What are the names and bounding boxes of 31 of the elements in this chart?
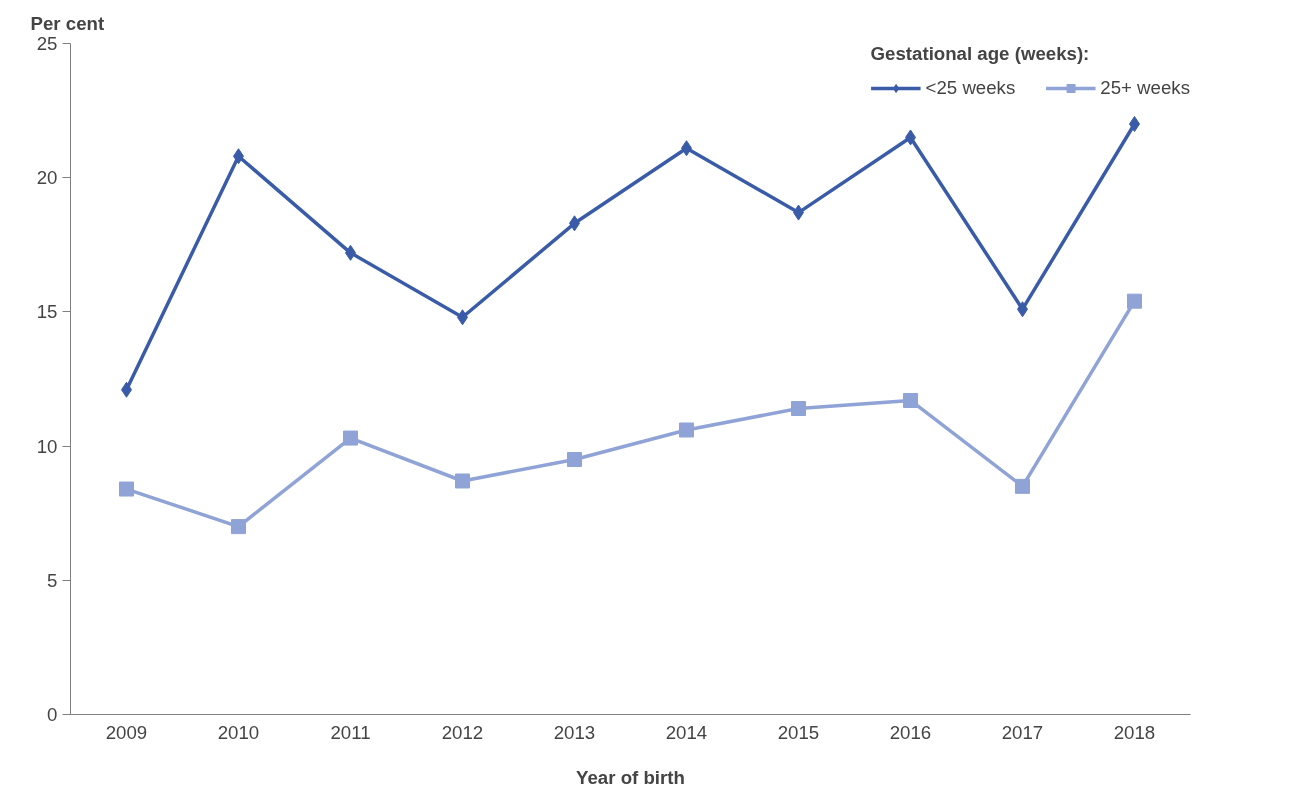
x-tick-label: 2009: [105, 721, 148, 743]
legend-label: 25+ weeks: [1100, 77, 1190, 99]
x-tick-label: 2015: [777, 721, 820, 743]
legend-title: Gestational age (weeks):: [870, 43, 1091, 65]
x-tick-label: 2018: [1113, 721, 1156, 743]
point: [119, 481, 134, 497]
y-tick-label: 10: [36, 435, 58, 457]
x-tick-label: 2014: [665, 721, 708, 743]
x-axis-title: Year of birth: [576, 766, 685, 788]
point: [1127, 293, 1142, 309]
point: [567, 452, 582, 468]
y-tick-label: 0: [47, 704, 58, 725]
y-tick-label: 5: [47, 569, 58, 591]
point: [679, 422, 694, 438]
point: [343, 430, 358, 446]
y-tick-label: 20: [36, 167, 58, 189]
x-tick-label: 2012: [441, 721, 484, 743]
y-tick-label: 25: [36, 33, 58, 54]
point: [1015, 478, 1030, 494]
point: [231, 519, 246, 535]
y-axis-title: Per cent: [30, 12, 105, 34]
point: [903, 392, 918, 408]
legend-label: <25 weeks: [925, 77, 1016, 99]
x-tick-label: 2013: [553, 721, 596, 743]
y-tick-label: 15: [36, 301, 58, 323]
point: [791, 401, 806, 417]
x-tick-label: 2011: [330, 721, 371, 743]
x-tick-label: 2017: [1001, 721, 1044, 743]
x-tick-label: 2016: [889, 721, 932, 743]
x-tick-label: 2010: [217, 721, 260, 743]
point: [455, 473, 470, 489]
